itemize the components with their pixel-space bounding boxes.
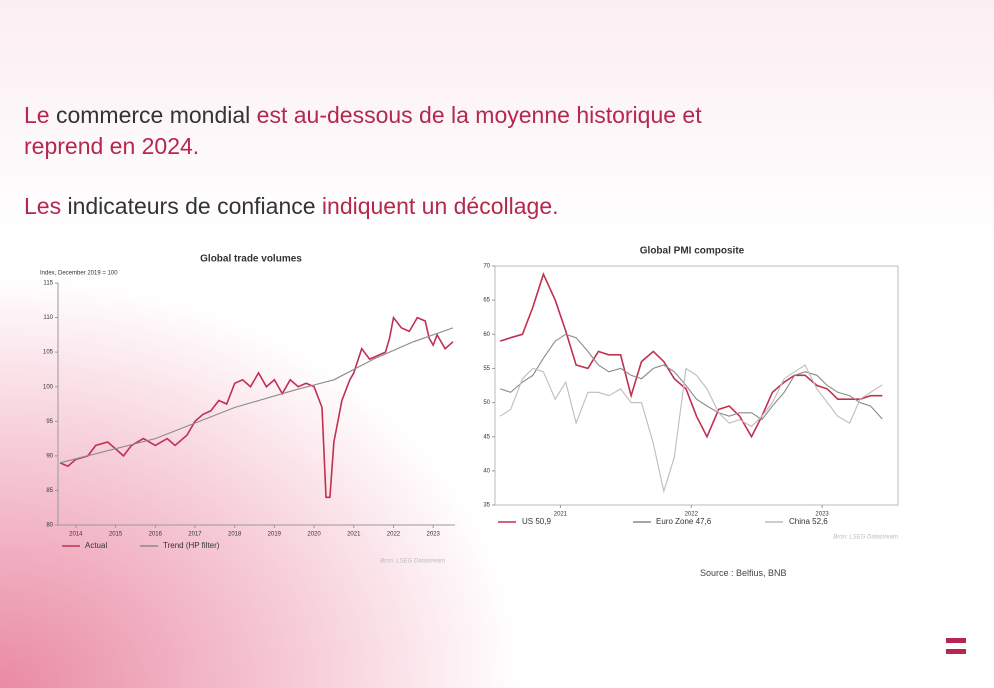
legend-label: US 50,9 [522, 517, 551, 526]
x-tick-label: 2023 [426, 532, 440, 538]
logo-bar [946, 649, 966, 654]
y-tick-label: 105 [43, 350, 54, 356]
chart-title: Global PMI composite [640, 246, 745, 257]
y-tick-label: 115 [43, 281, 53, 287]
source: Source : Belfius, BNB [700, 568, 787, 578]
series-line [59, 315, 454, 499]
x-tick-label: 2022 [387, 532, 401, 538]
heading-text: indicateurs de confiance [67, 193, 322, 219]
y-tick-label: 80 [46, 523, 53, 529]
y-tick-label: 65 [483, 298, 490, 304]
heading-text: Le [24, 102, 56, 128]
heading-text: reprend en 2024. [24, 133, 200, 159]
legend-label: Actual [85, 541, 107, 550]
legend-label: Euro Zone 47,6 [656, 517, 712, 526]
x-tick-label: 2021 [347, 532, 361, 538]
heading: Le commerce mondial est au-dessous de la… [24, 100, 702, 222]
legend-label: Trend (HP filter) [163, 541, 220, 550]
x-tick-label: 2020 [307, 532, 321, 538]
y-tick-label: 55 [483, 366, 490, 372]
heading-line: Les indicateurs de confiance indiquent u… [24, 191, 702, 222]
x-tick-label: 2017 [188, 532, 202, 538]
series-line [59, 327, 454, 464]
x-tick-label: 2018 [228, 532, 242, 538]
y-tick-label: 35 [483, 503, 490, 509]
heading-text: Les [24, 193, 68, 219]
logo-bar [946, 638, 966, 643]
heading-text: est au-dessous de la moyenne historique … [256, 102, 702, 128]
chart-note: Bron: LSEG Datastream [833, 535, 898, 541]
y-tick-label: 50 [483, 400, 490, 406]
y-tick-label: 85 [46, 488, 53, 494]
heading-text: indiquent un décollage. [321, 193, 559, 219]
x-tick-label: 2019 [268, 532, 282, 538]
x-tick-label: 2022 [685, 512, 699, 518]
legend-label: China 52,6 [789, 517, 828, 526]
x-tick-label: 2023 [815, 512, 829, 518]
y-tick-label: 45 [483, 434, 490, 440]
y-tick-label: 95 [46, 419, 53, 425]
y-tick-label: 40 [483, 468, 490, 474]
y-axis-label: Index, December 2019 = 100 [40, 271, 118, 277]
series-line [499, 271, 883, 439]
x-tick-label: 2016 [149, 532, 163, 538]
x-tick-label: 2014 [69, 532, 83, 538]
series-line [499, 364, 883, 494]
y-tick-label: 70 [483, 264, 490, 270]
x-tick-label: 2015 [109, 532, 123, 538]
y-tick-label: 90 [46, 453, 53, 459]
x-tick-label: 2021 [554, 512, 568, 518]
heading-text: commerce mondial [55, 102, 257, 128]
series-line [500, 333, 883, 421]
y-tick-label: 60 [483, 332, 490, 338]
chart-title: Global trade volumes [200, 254, 302, 265]
heading-line: reprend en 2024. [24, 131, 702, 162]
chart-note: Bron: LSEG Datastream [380, 559, 445, 565]
y-tick-label: 110 [43, 315, 53, 321]
y-tick-label: 100 [43, 384, 54, 390]
heading-line: Le commerce mondial est au-dessous de la… [24, 100, 702, 131]
plot-frame [494, 265, 899, 506]
